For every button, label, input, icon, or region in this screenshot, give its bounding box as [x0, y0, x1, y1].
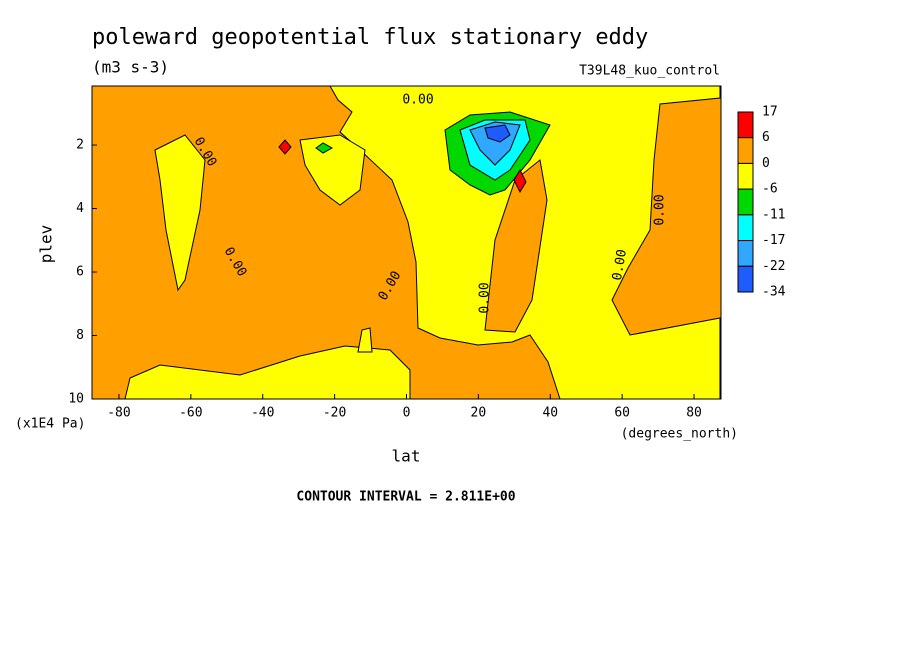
contour-region — [357, 327, 373, 353]
y-tick-label: 10 — [68, 392, 84, 407]
y-tick-label: 8 — [76, 328, 84, 343]
x-tick-label: 60 — [614, 406, 630, 421]
chart-title: poleward geopotential flux stationary ed… — [92, 25, 648, 50]
x-tick-label: 80 — [686, 406, 702, 421]
contour-region — [484, 124, 511, 143]
colorbar-label: -6 — [762, 182, 778, 197]
x-tick-label: 40 — [542, 406, 558, 421]
colorbar-label: -22 — [762, 259, 785, 274]
x-tick-label: 0 — [403, 406, 411, 421]
x-axis-label: lat — [392, 447, 421, 466]
contour-region — [299, 134, 366, 206]
colorbar-label: 0 — [762, 156, 770, 171]
contour-label: 0.00 — [402, 93, 433, 108]
x-tick-label: -80 — [107, 406, 130, 421]
contour-region — [315, 142, 334, 154]
colorbar-box — [737, 265, 754, 293]
x-units: (degrees_north) — [621, 427, 738, 442]
colorbar-box — [737, 240, 754, 267]
contour-label: 0.00 — [653, 194, 668, 225]
annotation: CONTOUR INTERVAL = 2.811E+00 — [296, 490, 515, 505]
contour-label: 0.00 — [478, 282, 493, 313]
colorbar-box — [737, 188, 754, 216]
x-tick-label: 20 — [471, 406, 487, 421]
colorbar-box — [737, 162, 754, 190]
x-tick-label: -20 — [323, 406, 346, 421]
x-tick-label: -40 — [251, 406, 274, 421]
chart-subtitle: (m3 s-3) — [92, 58, 169, 77]
contour-region — [484, 159, 548, 333]
contour-region — [124, 345, 411, 400]
colorbar-label: -34 — [762, 285, 786, 300]
colorbar-label: -11 — [762, 207, 785, 222]
contour-label: 0.00 — [610, 248, 630, 281]
y-tick-label: 4 — [76, 201, 84, 216]
x-tick-label: -60 — [179, 406, 202, 421]
y-axis-label: plev — [37, 225, 56, 264]
colorbar-box — [737, 111, 754, 139]
contour-region — [154, 134, 206, 292]
colorbar-box — [737, 137, 754, 164]
colorbar-label: 17 — [762, 105, 778, 120]
y-tick-label: 2 — [76, 138, 84, 153]
colorbar-label: -17 — [762, 233, 785, 248]
y-tick-label: 6 — [76, 265, 84, 280]
colorbar-box — [737, 214, 754, 242]
colorbar-label: 6 — [762, 130, 770, 145]
run-label: T39L48_kuo_control — [579, 64, 720, 79]
contour-region — [278, 139, 292, 155]
contour-region — [513, 168, 527, 194]
y-units: (x1E4 Pa) — [15, 417, 85, 432]
